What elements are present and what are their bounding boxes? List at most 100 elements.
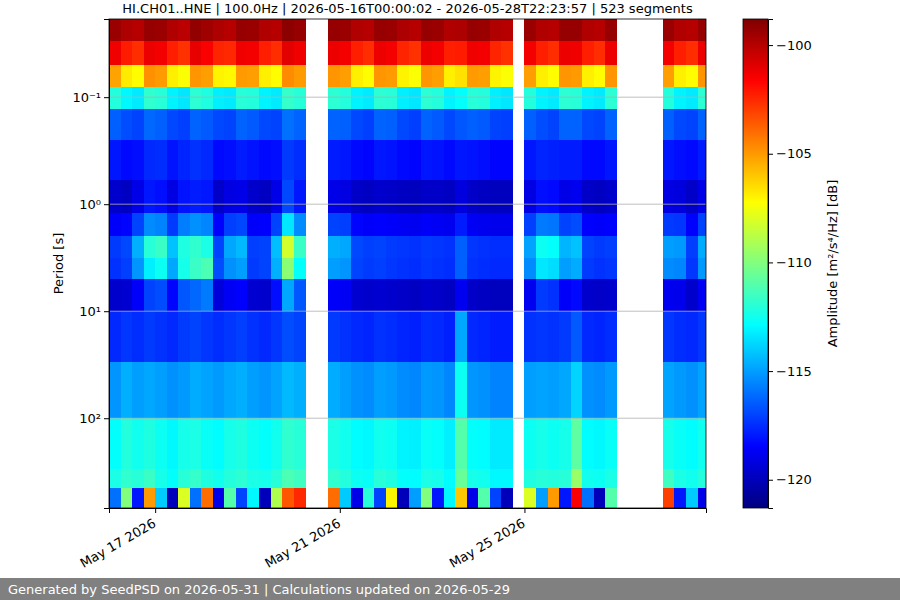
cell: [155, 65, 167, 87]
cell: [363, 362, 375, 418]
cell: [432, 418, 444, 470]
cell: [571, 87, 583, 110]
cell: [271, 65, 283, 87]
cell: [686, 279, 698, 312]
cell: [594, 279, 606, 312]
cell: [271, 180, 283, 213]
cell: [455, 236, 467, 258]
cell: [247, 140, 259, 181]
cell: [224, 362, 236, 418]
cell: [178, 279, 190, 312]
cell: [536, 65, 548, 87]
x-axis: May 17 2026May 21 2026May 25 2026: [78, 508, 707, 571]
cell: [190, 87, 202, 110]
cell: [109, 488, 121, 508]
cell: [674, 180, 686, 213]
cell: [524, 236, 536, 258]
cell: [363, 488, 375, 508]
cell: [132, 19, 144, 42]
cell: [363, 469, 375, 488]
cell: [478, 311, 490, 363]
cell: [340, 362, 352, 418]
cell: [328, 65, 340, 87]
colorbar-tick-mark: [768, 262, 773, 263]
cell: [582, 311, 594, 363]
y-axis-line: [104, 20, 110, 509]
cell: [351, 19, 363, 42]
grid-line: [109, 97, 706, 98]
cell: [501, 213, 513, 237]
cell: [328, 180, 340, 213]
cell: [490, 87, 502, 110]
cell: [467, 19, 479, 42]
cell: [582, 65, 594, 87]
cell: [178, 109, 190, 140]
cell: [374, 236, 386, 258]
cell: [178, 213, 190, 237]
cell: [109, 362, 121, 418]
cell: [571, 469, 583, 488]
cell: [201, 180, 213, 213]
cell: [501, 311, 513, 363]
cell: [524, 19, 536, 42]
cell: [328, 418, 340, 470]
cell: [213, 418, 225, 470]
cell: [548, 109, 560, 140]
cell: [686, 140, 698, 181]
cell: [351, 469, 363, 488]
cell: [524, 180, 536, 213]
cell: [421, 65, 433, 87]
cell: [455, 87, 467, 110]
cell: [213, 65, 225, 87]
cell: [259, 213, 271, 237]
colorbar-title: Amplitude [m²/s⁴/Hz] [dB]: [825, 180, 840, 348]
grid: [109, 97, 706, 418]
cell: [282, 362, 294, 418]
cell: [363, 41, 375, 65]
cell: [155, 258, 167, 279]
cell: [201, 469, 213, 488]
cell: [536, 418, 548, 470]
cell: [605, 236, 617, 258]
cell: [328, 109, 340, 140]
cell: [432, 19, 444, 42]
cell: [455, 258, 467, 279]
cell: [247, 180, 259, 213]
cell: [386, 87, 398, 110]
cell: [247, 469, 259, 488]
cell: [259, 469, 271, 488]
cell: [663, 488, 675, 508]
cell: [397, 362, 409, 418]
cell: [674, 41, 686, 65]
cell: [236, 213, 248, 237]
cell: [351, 362, 363, 418]
cell: [559, 180, 571, 213]
cell: [121, 362, 133, 418]
cell: [605, 41, 617, 65]
cell: [536, 362, 548, 418]
cell: [444, 236, 456, 258]
cell: [548, 19, 560, 42]
cell: [490, 109, 502, 140]
cell: [121, 65, 133, 87]
cell: [559, 213, 571, 237]
cell: [605, 180, 617, 213]
cell: [271, 488, 283, 508]
cell: [409, 87, 421, 110]
cell: [213, 311, 225, 363]
cell: [201, 87, 213, 110]
cell: [363, 87, 375, 110]
cell: [548, 311, 560, 363]
cell: [190, 109, 202, 140]
cell: [698, 469, 706, 488]
cell: [351, 213, 363, 237]
cell: [674, 488, 686, 508]
cell: [698, 418, 706, 470]
cell: [259, 418, 271, 470]
cell: [605, 362, 617, 418]
cell: [121, 19, 133, 42]
cell: [224, 180, 236, 213]
cell: [501, 109, 513, 140]
cell: [698, 258, 706, 279]
cell: [236, 65, 248, 87]
